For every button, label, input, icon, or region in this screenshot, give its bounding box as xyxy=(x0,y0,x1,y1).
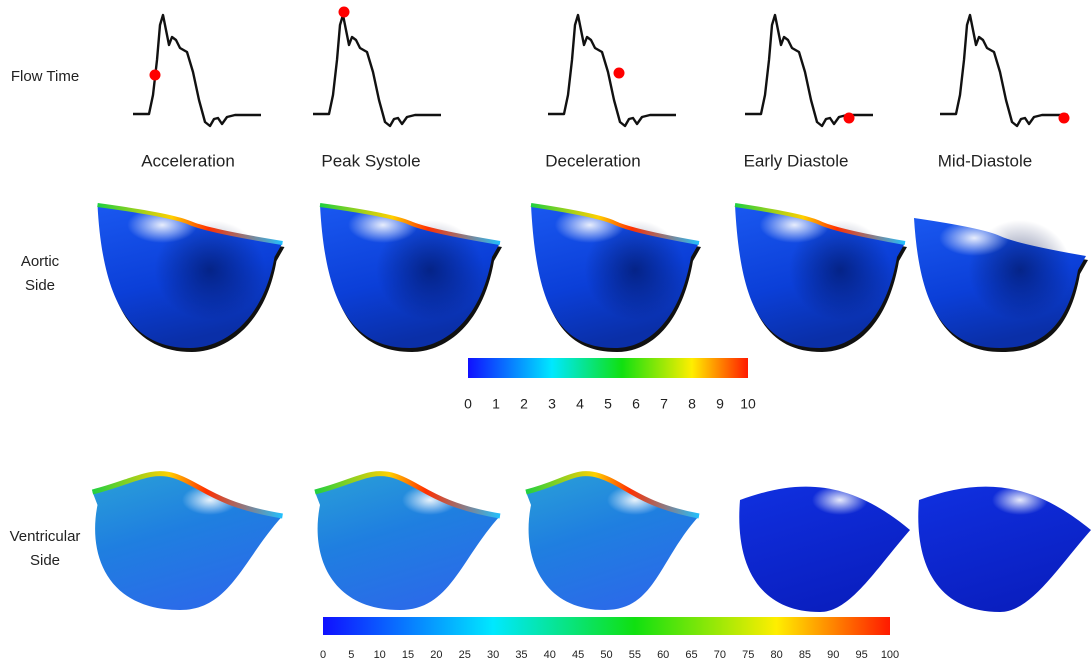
shading xyxy=(584,220,686,320)
colorbar-tick-label: 100 xyxy=(881,649,899,661)
highlight xyxy=(607,485,663,515)
colorbar-tick-label: 5 xyxy=(348,649,354,661)
colorbar-tick-label: 10 xyxy=(374,649,386,661)
row-label: Side xyxy=(25,277,55,294)
colorbar-tick-label: 45 xyxy=(572,649,584,661)
colorbar-tick-label: 30 xyxy=(487,649,499,661)
flow-waveform xyxy=(313,13,441,128)
leaflet-edge xyxy=(530,203,700,245)
colorbar-tick-label: 9 xyxy=(716,396,724,412)
colorbar-tick-label: 85 xyxy=(799,649,811,661)
highlight xyxy=(554,207,625,243)
colorbar-tick-label: 5 xyxy=(604,396,612,412)
colorbar-tick-label: 8 xyxy=(688,396,696,412)
ventricular-leaflet xyxy=(739,486,910,612)
colorbar-tick-label: 80 xyxy=(770,649,782,661)
column-label: Mid-Diastole xyxy=(938,151,1032,170)
time-marker xyxy=(149,69,161,81)
column-label: Early Diastole xyxy=(744,151,849,170)
time-marker xyxy=(843,112,855,124)
highlight xyxy=(402,485,458,515)
column-label: Peak Systole xyxy=(321,151,420,170)
ventricular-leaflet xyxy=(92,473,283,610)
leaflet-edge xyxy=(734,203,906,245)
colorbar-tick-label: 60 xyxy=(657,649,669,661)
colorbar-tick-label: 90 xyxy=(827,649,839,661)
ventricular-leaflet xyxy=(918,486,1091,612)
row-label: Side xyxy=(30,552,60,569)
time-marker xyxy=(338,6,350,18)
shading xyxy=(376,220,484,320)
leaflet-edge xyxy=(314,471,501,519)
highlight xyxy=(812,485,868,515)
colorbar-tick-label: 0 xyxy=(464,396,472,412)
leaflet-edge xyxy=(97,203,283,245)
colorbar-tick-label: 0 xyxy=(320,649,326,661)
colorbar-tick-label: 65 xyxy=(685,649,697,661)
highlight xyxy=(992,485,1048,515)
colorbar-tick-label: 7 xyxy=(660,396,668,412)
colorbar-tick-label: 55 xyxy=(629,649,641,661)
colorbar-tick-label: 4 xyxy=(576,396,584,412)
leaflet-edge xyxy=(525,471,700,519)
colorbar-tick-label: 20 xyxy=(430,649,442,661)
colorbar-tick-label: 25 xyxy=(459,649,471,661)
highlight xyxy=(182,485,238,515)
colorbar-tick-label: 50 xyxy=(600,649,612,661)
row-label: Aortic xyxy=(21,253,60,270)
shading xyxy=(154,220,266,320)
highlight xyxy=(348,207,418,243)
time-marker xyxy=(1058,112,1070,124)
colorbar xyxy=(323,617,890,635)
colorbar-tick-label: 6 xyxy=(632,396,640,412)
flow-waveform xyxy=(548,13,676,128)
column-label: Acceleration xyxy=(141,151,235,170)
column-label: Deceleration xyxy=(545,151,640,170)
highlight xyxy=(939,220,1010,256)
leaflet-edge xyxy=(319,203,501,245)
flow-waveform xyxy=(940,13,1068,128)
colorbar-tick-label: 40 xyxy=(544,649,556,661)
flow-waveform xyxy=(745,13,873,128)
colorbar-tick-label: 2 xyxy=(520,396,528,412)
row-label: Flow Time xyxy=(11,68,79,85)
row-label: Ventricular xyxy=(10,528,81,545)
colorbar-tick-label: 70 xyxy=(714,649,726,661)
leaflet-edge xyxy=(91,471,283,519)
shading xyxy=(789,220,891,320)
colorbar-tick-label: 3 xyxy=(548,396,556,412)
highlight xyxy=(759,207,830,243)
time-marker xyxy=(613,67,625,79)
highlight xyxy=(127,207,198,243)
colorbar xyxy=(468,358,748,378)
colorbar-tick-label: 10 xyxy=(740,396,756,412)
colorbar-tick-label: 75 xyxy=(742,649,754,661)
colorbar-tick-label: 15 xyxy=(402,649,414,661)
colorbar-tick-label: 1 xyxy=(492,396,500,412)
flow-waveform xyxy=(133,13,261,128)
colorbar-tick-label: 95 xyxy=(856,649,868,661)
colorbar-tick-label: 35 xyxy=(515,649,527,661)
